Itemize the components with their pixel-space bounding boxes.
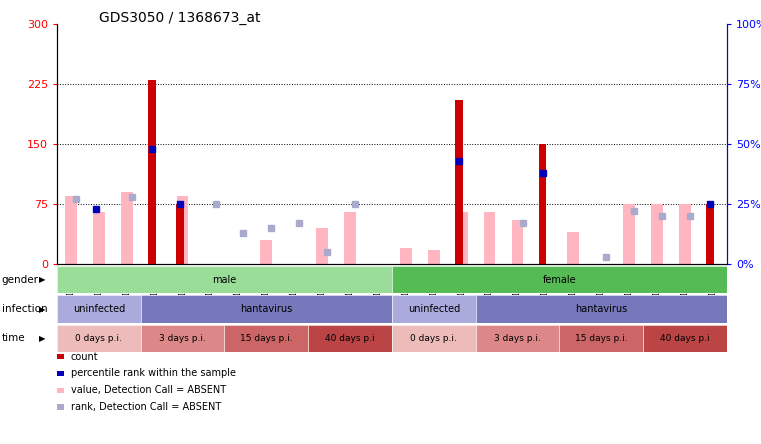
Text: 15 days p.i.: 15 days p.i. [240, 334, 293, 343]
Text: 3 days p.i.: 3 days p.i. [159, 334, 206, 343]
Bar [121, 192, 132, 264]
Bar [260, 240, 272, 264]
Text: hantavirus: hantavirus [240, 304, 292, 314]
Text: 40 days p.i: 40 days p.i [325, 334, 375, 343]
Text: GDS3050 / 1368673_at: GDS3050 / 1368673_at [99, 11, 260, 25]
Text: time: time [2, 333, 25, 343]
Bar [706, 204, 714, 264]
Text: ▶: ▶ [39, 275, 46, 284]
Text: uninfected: uninfected [408, 304, 460, 314]
Text: male: male [212, 275, 237, 285]
Bar [539, 144, 546, 264]
Bar [93, 212, 105, 264]
Bar [679, 204, 691, 264]
Text: infection: infection [2, 304, 47, 314]
Bar [455, 100, 463, 264]
Bar [456, 212, 467, 264]
Bar [428, 250, 440, 264]
Text: ▶: ▶ [39, 334, 46, 343]
Text: female: female [543, 275, 576, 285]
Bar [400, 248, 412, 264]
Text: uninfected: uninfected [73, 304, 125, 314]
Bar [148, 80, 156, 264]
Text: value, Detection Call = ABSENT: value, Detection Call = ABSENT [71, 385, 226, 395]
Bar [651, 204, 663, 264]
Bar [176, 204, 183, 264]
Bar [623, 204, 635, 264]
Bar [344, 212, 356, 264]
Text: 0 days p.i.: 0 days p.i. [75, 334, 123, 343]
Text: count: count [71, 352, 98, 361]
Bar [568, 232, 579, 264]
Bar [484, 212, 495, 264]
Text: gender: gender [2, 275, 39, 285]
Bar [317, 228, 328, 264]
Text: rank, Detection Call = ABSENT: rank, Detection Call = ABSENT [71, 402, 221, 412]
Bar [65, 196, 77, 264]
Text: 3 days p.i.: 3 days p.i. [494, 334, 541, 343]
Text: 15 days p.i.: 15 days p.i. [575, 334, 628, 343]
Text: 0 days p.i.: 0 days p.i. [410, 334, 457, 343]
Text: ▶: ▶ [39, 305, 46, 313]
Text: hantavirus: hantavirus [575, 304, 627, 314]
Bar [177, 196, 189, 264]
Text: percentile rank within the sample: percentile rank within the sample [71, 369, 236, 378]
Bar [511, 220, 524, 264]
Text: 40 days p.i: 40 days p.i [660, 334, 710, 343]
